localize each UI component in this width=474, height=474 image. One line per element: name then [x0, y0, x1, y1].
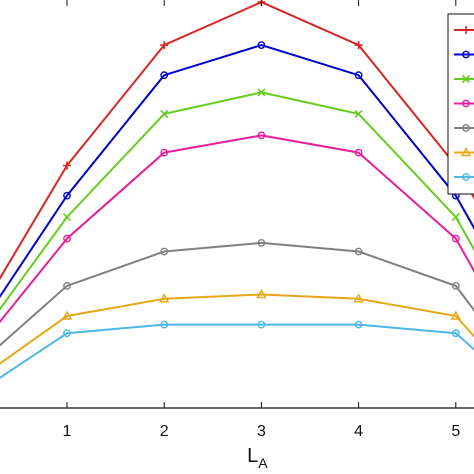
series-2 [0, 41, 474, 299]
legend-marker [462, 26, 470, 34]
x-axis-label-subscript: A [258, 455, 268, 471]
data-point [62, 213, 72, 222]
series-line [0, 1, 474, 281]
legend-entry-5 [454, 124, 474, 132]
legend-marker [462, 99, 470, 108]
data-point [450, 310, 462, 320]
data-point [61, 310, 73, 320]
data-point [256, 289, 267, 299]
legend-marker [462, 50, 470, 59]
x-tick-label: 5 [451, 423, 460, 440]
data-point [354, 71, 363, 80]
x-tick-label: 2 [160, 423, 169, 440]
data-point [63, 234, 71, 243]
series-4 [0, 131, 474, 324]
series-line [0, 44, 474, 299]
legend-entry-6 [454, 147, 474, 157]
data-point [160, 71, 169, 80]
legend-marker [462, 173, 470, 181]
data-point [257, 88, 266, 97]
data-point [354, 41, 363, 50]
series-line [0, 323, 474, 379]
series-1 [0, 0, 474, 281]
legend-marker [462, 124, 470, 132]
legend-marker [461, 74, 471, 84]
x-tick-label: 3 [257, 423, 266, 440]
data-point [63, 329, 71, 338]
legend-entry-4 [454, 99, 474, 108]
data-point [354, 320, 363, 329]
series-7 [0, 320, 474, 379]
legend-entry-3 [454, 74, 474, 84]
data-point [63, 281, 71, 290]
data-point [451, 213, 460, 222]
data-point [354, 247, 363, 256]
series-3 [0, 88, 474, 311]
data-point [257, 41, 266, 49]
x-tick-label: 1 [63, 423, 72, 440]
data-point [158, 293, 170, 303]
legend-entry-1 [454, 26, 474, 34]
series-line [0, 134, 474, 324]
data-point [354, 148, 363, 157]
legend-marker [460, 147, 472, 157]
data-point [160, 109, 169, 118]
data-point [257, 131, 266, 140]
x-tick-label: 4 [354, 423, 363, 440]
data-point [160, 41, 169, 50]
series-6 [0, 289, 474, 365]
data-point [353, 293, 364, 303]
x-axis-label: LA [247, 445, 268, 471]
data-point [160, 320, 169, 329]
data-point [63, 161, 71, 170]
series-5 [0, 238, 474, 347]
series-line [0, 293, 474, 365]
series-layer [0, 0, 474, 379]
data-point [451, 234, 460, 243]
data-point [354, 109, 363, 118]
x-axis: 1 2 3 4 5 [63, 0, 460, 440]
legend-entry-2 [454, 50, 474, 59]
legend-entry-7 [454, 173, 474, 181]
series-line [0, 241, 474, 347]
data-point [451, 281, 460, 290]
data-point [257, 238, 266, 247]
data-point [160, 148, 169, 157]
data-point [257, 320, 266, 329]
x-axis-label-main: L [247, 445, 258, 467]
data-point [63, 191, 71, 200]
data-point [451, 329, 460, 338]
legend [447, 13, 474, 195]
data-point [160, 247, 169, 256]
